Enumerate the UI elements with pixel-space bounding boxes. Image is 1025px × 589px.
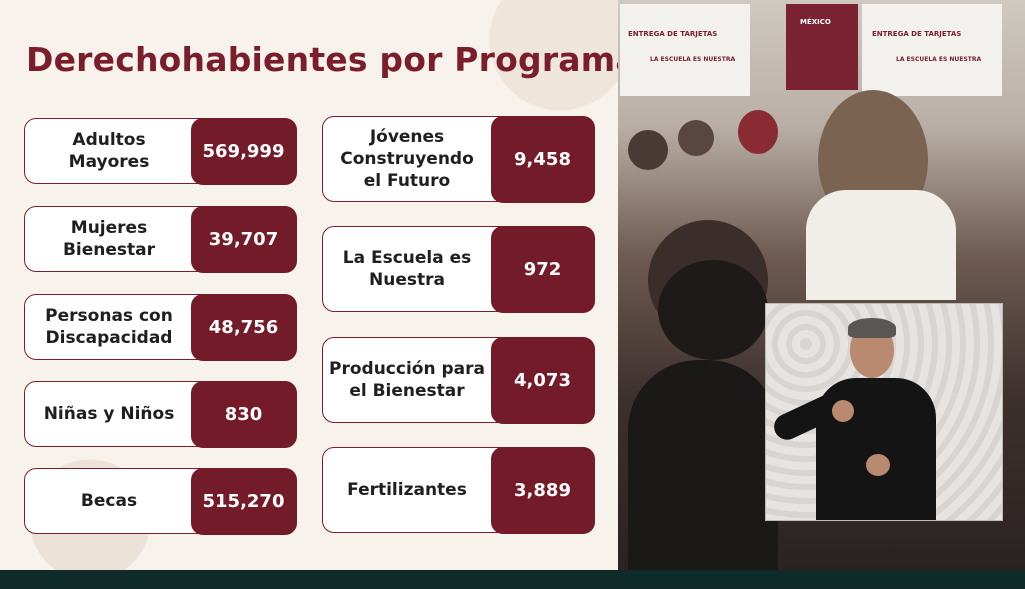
program-label: Personas con Discapacidad — [45, 305, 173, 348]
info-panel: Derechohabientes por Programa Adultos Ma… — [0, 0, 638, 570]
program-label: Mujeres Bienestar — [62, 217, 156, 260]
program-card-mujeres-bienestar: Mujeres Bienestar 39,707 — [24, 205, 297, 273]
program-label: Fertilizantes — [347, 479, 467, 500]
sign-language-interpreter-video — [765, 303, 1003, 521]
program-label: Jóvenes Construyendo el Futuro — [340, 126, 474, 192]
program-card-jovenes: Jóvenes Construyendo el Futuro 9,458 — [322, 115, 595, 203]
program-value: 3,889 — [490, 446, 595, 534]
presentation-slide: Derechohabientes por Programa Adultos Ma… — [0, 0, 1025, 570]
event-photo: ENTREGA DE TARJETAS LA ESCUELA ES NUESTR… — [618, 0, 1025, 570]
program-value: 48,756 — [190, 293, 297, 361]
program-value: 515,270 — [190, 467, 297, 535]
program-value: 4,073 — [490, 336, 595, 424]
program-value: 9,458 — [490, 115, 595, 203]
program-label: Niñas y Niños — [43, 403, 175, 424]
program-value: 972 — [490, 225, 595, 313]
program-card-personas-discapacidad: Personas con Discapacidad 48,756 — [24, 293, 297, 361]
program-label: Adultos Mayores — [68, 129, 150, 172]
program-label: La Escuela es Nuestra — [342, 247, 472, 290]
banner-center: MÉXICO — [786, 4, 858, 90]
slide-title: Derechohabientes por Programa — [26, 40, 638, 79]
program-label: Producción para el Bienestar — [329, 358, 485, 401]
program-value: 830 — [190, 380, 297, 448]
banner-left: ENTREGA DE TARJETAS LA ESCUELA ES NUESTR… — [620, 4, 750, 96]
bottom-bar — [0, 570, 1025, 589]
program-label: Becas — [80, 490, 138, 511]
program-card-becas: Becas 515,270 — [24, 467, 297, 535]
program-value: 39,707 — [190, 205, 297, 273]
program-card-escuela-nuestra: La Escuela es Nuestra 972 — [322, 225, 595, 313]
banner-right: ENTREGA DE TARJETAS LA ESCUELA ES NUESTR… — [862, 4, 1002, 96]
program-card-adultos-mayores: Adultos Mayores 569,999 — [24, 117, 297, 185]
program-value: 569,999 — [190, 117, 297, 185]
program-card-produccion: Producción para el Bienestar 4,073 — [322, 336, 595, 424]
program-card-ninas-ninos: Niñas y Niños 830 — [24, 380, 297, 448]
program-card-fertilizantes: Fertilizantes 3,889 — [322, 446, 595, 534]
